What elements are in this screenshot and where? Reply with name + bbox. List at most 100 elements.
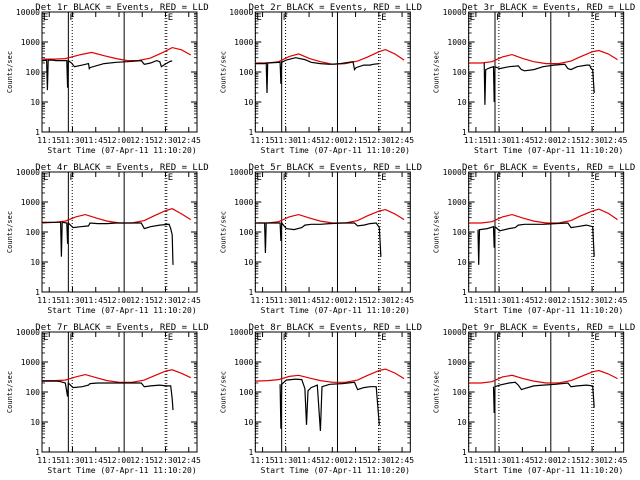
series-line-events	[255, 57, 380, 94]
x-tick-label: 12:45	[177, 296, 201, 305]
y-axis-label: Counts/sec	[433, 371, 441, 413]
x-tick-label: 12:30	[153, 456, 177, 465]
series-line-lld	[468, 49, 618, 65]
plot-frame	[41, 171, 198, 293]
panel-title: Det 8r_BLACK = Events, RED = LLD	[249, 323, 422, 333]
x-tick-label: 11:30	[60, 456, 84, 465]
x-tick-label: 12:45	[603, 296, 627, 305]
x-tick-label: 12:00	[107, 296, 131, 305]
panel-title: Det 4r_BLACK = Events, RED = LLD	[35, 163, 208, 173]
x-tick-label: 12:00	[320, 456, 344, 465]
x-tick-label: 12:00	[107, 136, 131, 145]
y-tick-label: 10	[457, 418, 467, 427]
x-tick-label: 11:15	[464, 136, 488, 145]
x-tick-label: 12:30	[153, 296, 177, 305]
time-marker-label: E	[43, 173, 48, 183]
series-line-lld	[41, 208, 192, 224]
series-line-events	[255, 221, 382, 257]
x-tick-label: 11:30	[274, 456, 298, 465]
y-tick-label: 1	[249, 288, 254, 297]
y-tick-label: 1	[35, 288, 40, 297]
series-line-events	[42, 380, 174, 411]
x-tick-label: 11:30	[487, 456, 511, 465]
time-marker-label: E	[381, 13, 386, 23]
x-tick-label: 11:30	[274, 296, 298, 305]
x-axis-label: Start Time (07-Apr-11 11:10:20)	[474, 466, 623, 475]
time-marker-label: E	[256, 173, 261, 183]
time-marker-label: E	[470, 333, 475, 343]
y-tick-label: 1	[249, 128, 254, 137]
y-tick-label: 100	[239, 228, 254, 237]
y-tick-label: 100	[452, 388, 467, 397]
x-tick-label: 12:30	[580, 136, 604, 145]
y-tick-label: 10000	[16, 8, 40, 17]
y-tick-label: 1000	[21, 38, 40, 47]
series-line-lld	[255, 368, 405, 383]
panel-title: Det 6r_BLACK = Events, RED = LLD	[462, 163, 635, 173]
x-tick-label: 12:00	[320, 296, 344, 305]
y-tick-label: 1	[462, 128, 467, 137]
y-tick-label: 1000	[21, 198, 40, 207]
y-tick-label: 100	[452, 68, 467, 77]
series-line-events	[492, 381, 595, 414]
plot-frame	[41, 331, 198, 453]
x-tick-label: 12:30	[367, 296, 391, 305]
x-tick-label: 11:45	[297, 296, 321, 305]
time-marker-label: E	[470, 13, 475, 23]
time-marker-label: E	[594, 13, 599, 23]
y-axis-label: Counts/sec	[6, 211, 14, 253]
y-tick-label: 10	[457, 98, 467, 107]
x-tick-label: 11:15	[37, 456, 61, 465]
y-tick-label: 10	[30, 418, 40, 427]
y-tick-label: 10000	[443, 8, 467, 17]
y-tick-label: 10	[30, 98, 40, 107]
plot-frame	[254, 11, 411, 133]
x-tick-label: 12:15	[344, 456, 368, 465]
y-tick-label: 100	[26, 68, 41, 77]
x-tick-label: 11:30	[60, 296, 84, 305]
x-tick-label: 12:30	[580, 296, 604, 305]
y-tick-label: 1	[462, 448, 467, 457]
x-tick-label: 12:00	[534, 456, 558, 465]
y-tick-label: 100	[239, 388, 254, 397]
time-marker-label: E	[168, 333, 173, 343]
x-axis-label: Start Time (07-Apr-11 11:10:20)	[474, 306, 623, 315]
x-tick-label: 12:45	[603, 136, 627, 145]
y-axis-label: Counts/sec	[433, 51, 441, 93]
y-tick-label: 10	[457, 258, 467, 267]
x-tick-label: 12:45	[177, 456, 201, 465]
y-tick-label: 10000	[229, 8, 253, 17]
y-tick-label: 100	[239, 68, 254, 77]
series-line-lld	[468, 369, 618, 384]
series-line-lld	[468, 208, 618, 224]
plot-frame	[468, 331, 625, 453]
x-axis-label: Start Time (07-Apr-11 11:10:20)	[474, 146, 623, 155]
time-marker-label: E	[43, 333, 48, 343]
y-tick-label: 1000	[447, 38, 466, 47]
x-tick-label: 12:15	[557, 296, 581, 305]
y-tick-label: 10000	[229, 328, 253, 337]
plot-frame	[41, 11, 198, 133]
y-axis-label: Counts/sec	[219, 51, 227, 93]
x-tick-label: 11:15	[464, 456, 488, 465]
y-tick-label: 10000	[229, 168, 253, 177]
y-axis-label: Counts/sec	[433, 211, 441, 253]
y-axis-label: Counts/sec	[219, 211, 227, 253]
series-line-lld	[255, 208, 405, 224]
x-axis-label: Start Time (07-Apr-11 11:10:20)	[261, 466, 410, 475]
x-tick-label: 12:00	[534, 136, 558, 145]
x-tick-label: 12:45	[177, 136, 201, 145]
time-marker-label: E	[256, 13, 261, 23]
x-tick-label: 12:00	[534, 296, 558, 305]
x-tick-label: 11:45	[84, 136, 108, 145]
y-tick-label: 10000	[16, 168, 40, 177]
x-tick-label: 11:30	[487, 136, 511, 145]
series-line-lld	[42, 46, 192, 62]
panel-title: Det 1r_BLACK = Events, RED = LLD	[35, 3, 208, 13]
y-tick-label: 1	[462, 288, 467, 297]
x-tick-label: 11:30	[60, 136, 84, 145]
panel-title: Det 3r_BLACK = Events, RED = LLD	[462, 3, 635, 13]
x-axis-label: Start Time (07-Apr-11 11:10:20)	[47, 306, 196, 315]
panel-title: Det 5r_BLACK = Events, RED = LLD	[249, 163, 422, 173]
